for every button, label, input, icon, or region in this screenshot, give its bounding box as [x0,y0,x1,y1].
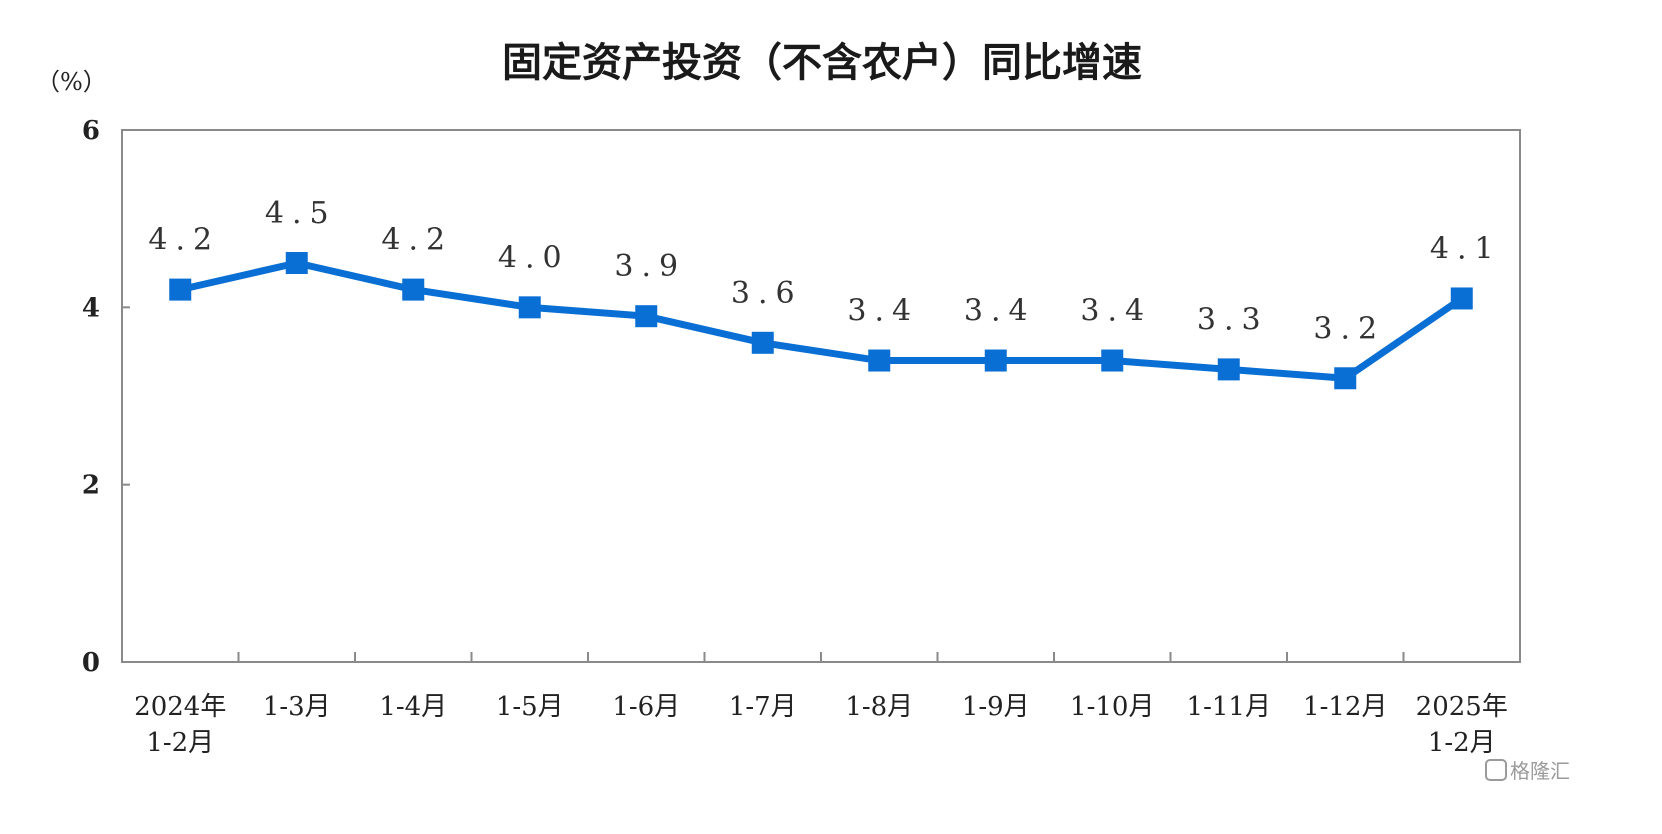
y-tick-label: 0 [82,648,100,678]
data-labels: 4.2 4.5 4.2 4.0 3.9 3.6 3.4 3.4 3.4 3.3 3.2 4.1 [148,196,1502,346]
y-axis-ticks: 0 2 4 6 [82,116,130,678]
data-point-marker [1217,358,1240,381]
data-point-marker [1334,367,1357,390]
y-axis-unit-label: （%） [36,68,107,96]
x-tick-label: 1-9月 [962,692,1030,722]
x-axis-ticks: 2024年 1-2月 1-3月 1-4月 1-5月 1-6月 1-7月 1-8月 1-9月 1-1… [134,652,1508,758]
data-label: 3.9 [614,249,686,284]
chart-title: 固定资产投资（不含农户）同比增速 [502,40,1142,86]
y-tick-label: 2 [82,471,100,501]
x-tick-label: 1-10月 [1070,692,1154,722]
data-point-marker [751,331,774,354]
data-label: 3.6 [731,276,803,311]
x-tick-label: 1-5月 [496,692,564,722]
x-tick-label: 1-11月 [1187,692,1271,722]
data-point-marker [868,349,891,372]
data-point-marker [1450,287,1473,310]
x-tick-label: 1-3月 [263,692,331,722]
data-label: 3.4 [964,294,1036,329]
series-line [179,259,1464,382]
data-point-marker [518,296,541,319]
data-point-marker [635,305,658,328]
x-tick-label: 2024年 [134,692,226,722]
x-tick-label: 1-2月 [1428,728,1496,758]
x-tick-label: 2025年 [1416,692,1508,722]
y-tick-label: 4 [82,293,100,323]
x-tick-label: 1-2月 [146,728,214,758]
x-tick-label: 1-4月 [379,692,447,722]
series-group [169,252,1473,390]
data-label: 3.4 [1080,294,1152,329]
data-point-marker [285,252,308,274]
data-label: 4.2 [148,223,220,258]
data-label: 4.5 [265,196,337,231]
x-tick-label: 1-6月 [612,692,680,722]
x-tick-label: 1-7月 [729,692,797,722]
data-label: 4.1 [1430,231,1502,266]
x-tick-label: 1-12月 [1303,692,1387,722]
data-point-marker [1101,349,1124,372]
data-label: 3.3 [1197,302,1269,337]
data-point-marker [169,278,192,301]
data-point-marker [402,278,425,301]
data-label: 3.4 [847,294,919,329]
watermark: 格隆汇 [1485,759,1570,783]
watermark-logo-icon [1485,759,1507,781]
y-tick-label: 6 [82,116,100,146]
watermark-text: 格隆汇 [1510,759,1570,783]
data-label: 4.2 [381,223,453,258]
data-label: 3.2 [1313,311,1385,346]
data-point-marker [984,349,1007,372]
data-label: 4.0 [498,240,570,275]
x-tick-label: 1-8月 [845,692,913,722]
